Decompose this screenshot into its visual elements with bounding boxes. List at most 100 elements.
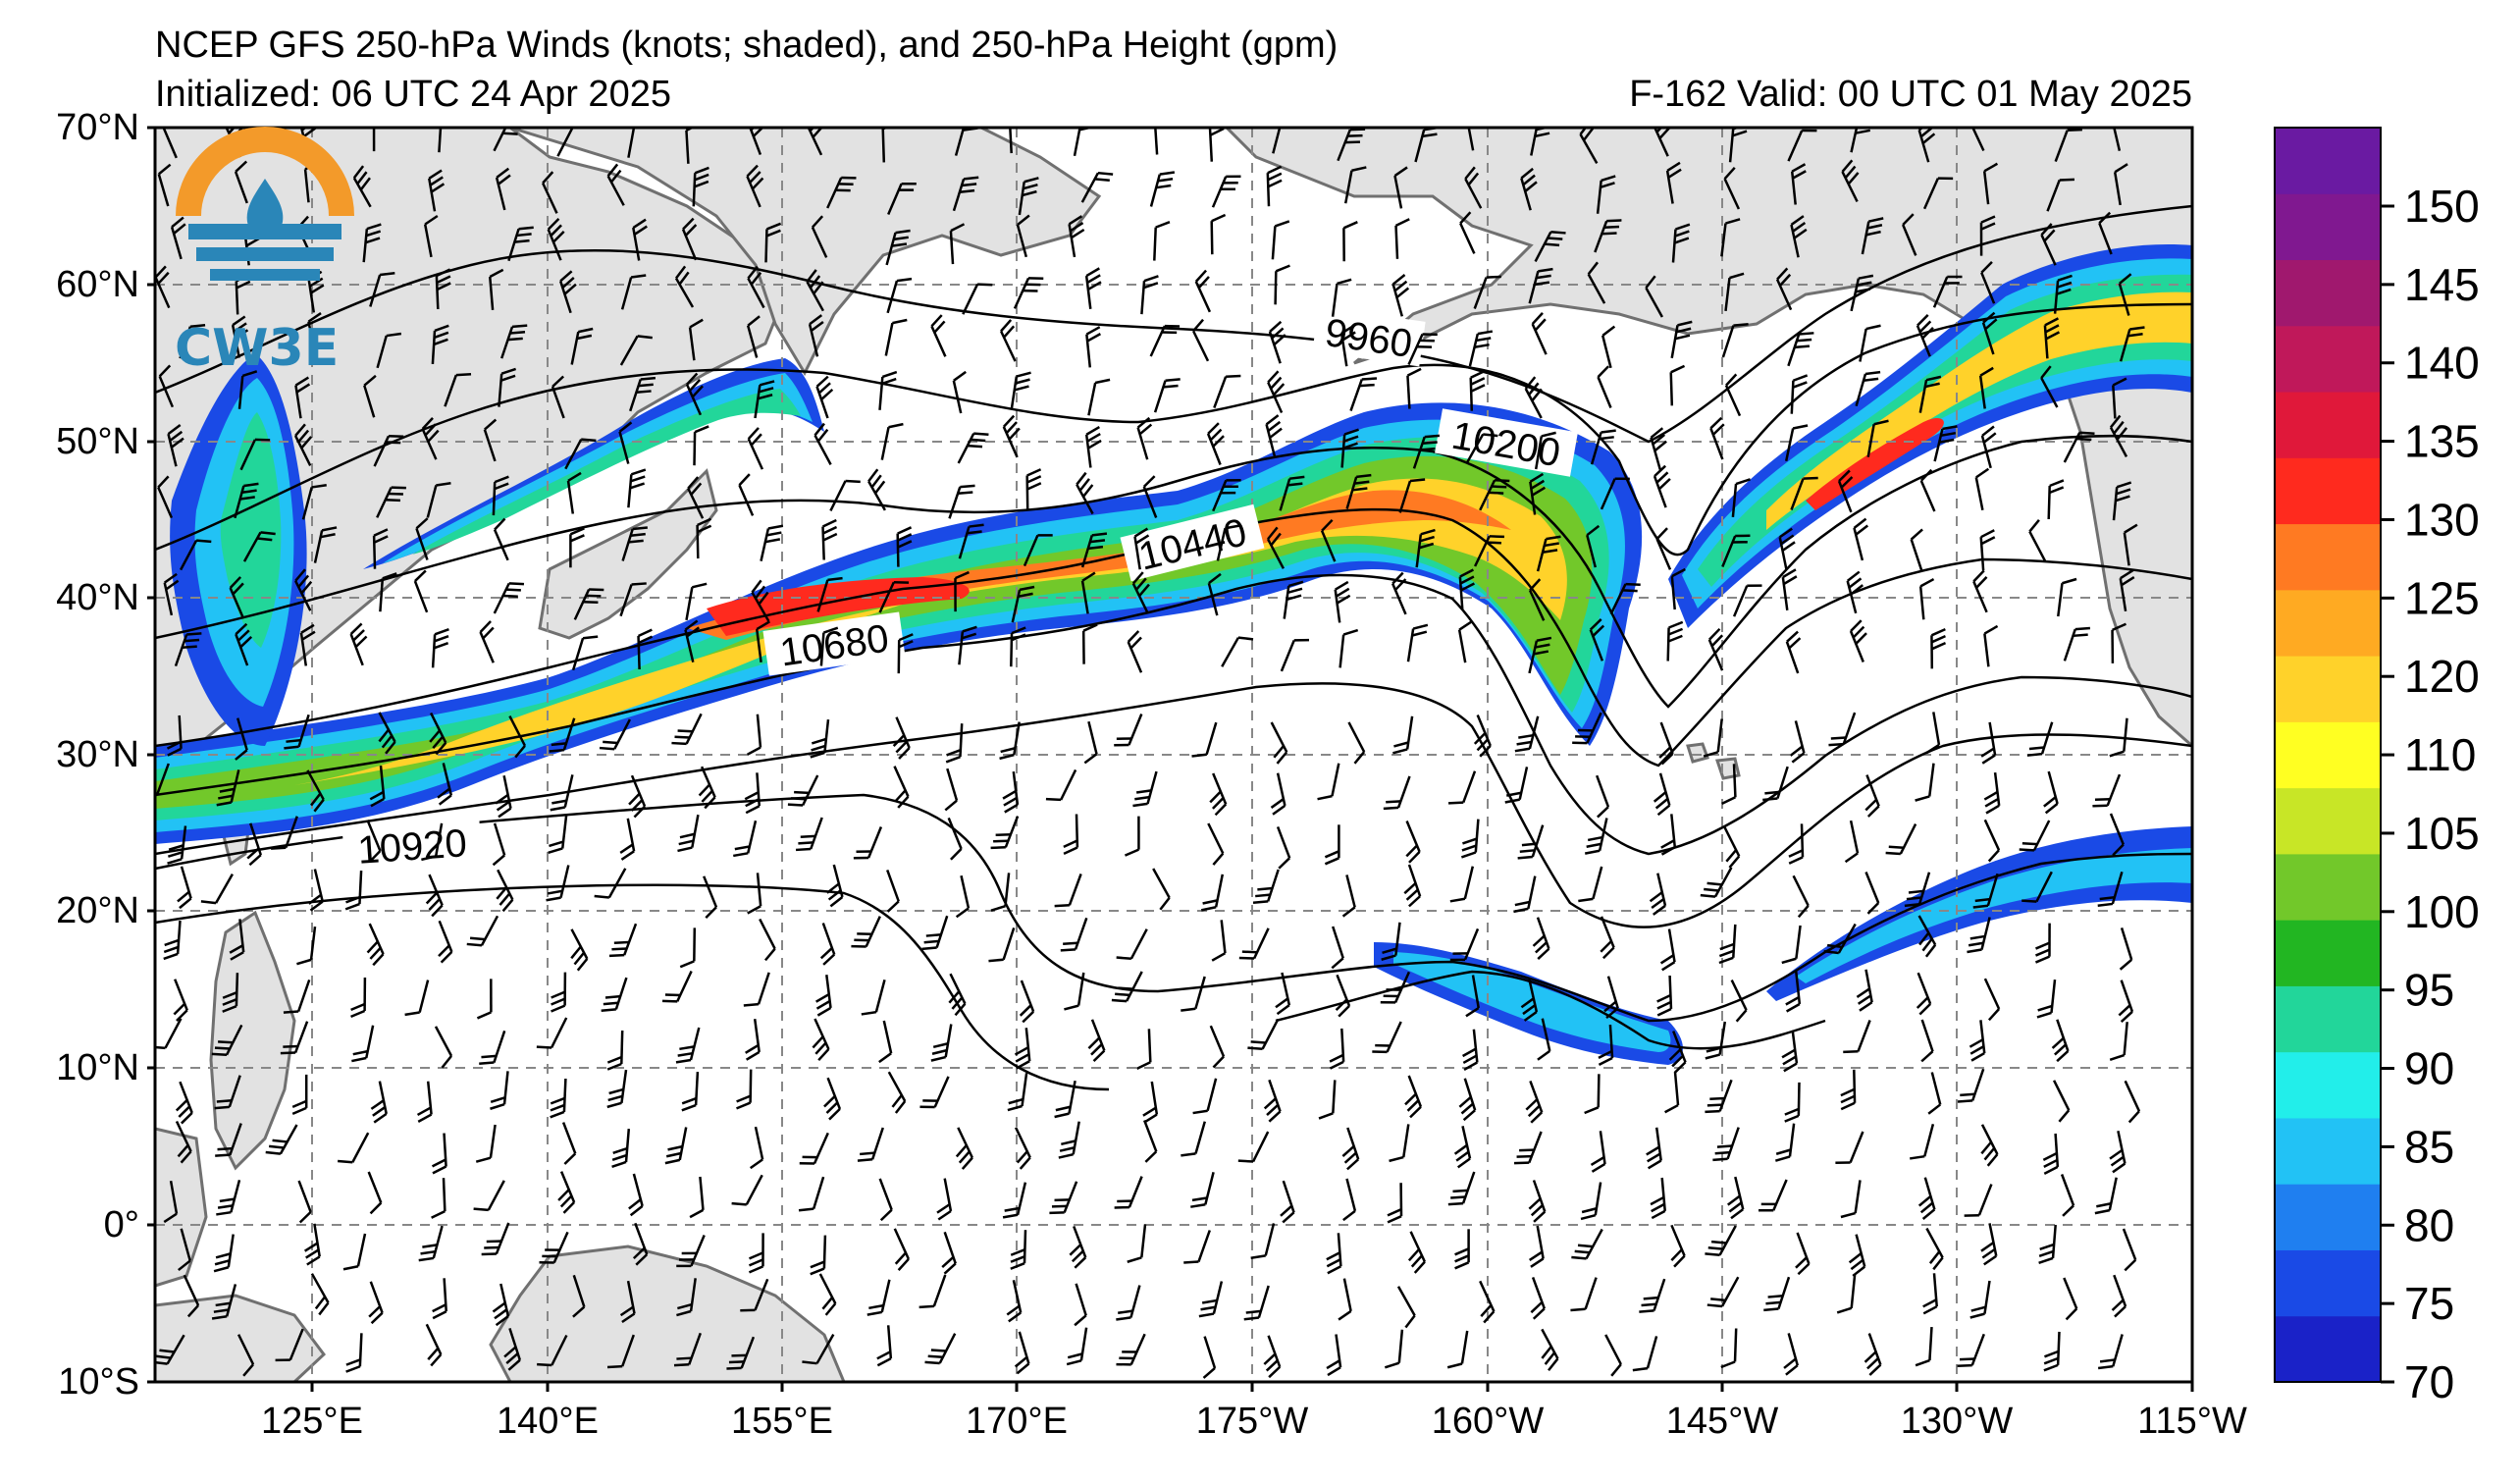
longitude-labels: 125°E 140°E 155°E 170°E 175°W 160°W 145°… bbox=[261, 1382, 2247, 1442]
wind-barb bbox=[736, 1069, 753, 1110]
wind-barb bbox=[703, 875, 718, 920]
wind-barb bbox=[955, 874, 971, 919]
wind-barb bbox=[2034, 923, 2051, 964]
wind-barb bbox=[492, 1283, 510, 1327]
wind-barb bbox=[878, 580, 910, 613]
wind-barb bbox=[1885, 823, 1917, 856]
wind-barb bbox=[627, 128, 636, 158]
wind-barb bbox=[1063, 814, 1079, 855]
wind-barb bbox=[1646, 1127, 1662, 1170]
colorbar-label: 120 bbox=[2404, 651, 2480, 702]
wind-barb bbox=[1405, 821, 1421, 864]
wind-barb bbox=[425, 1323, 443, 1367]
wind-barb bbox=[957, 432, 989, 464]
wind-barb bbox=[1023, 534, 1053, 567]
wind-barb bbox=[2054, 128, 2082, 163]
wind-barb bbox=[885, 229, 911, 266]
wind-barb bbox=[619, 818, 636, 861]
wind-barb bbox=[362, 223, 382, 263]
wind-barb bbox=[1266, 165, 1283, 207]
wind-barb bbox=[948, 484, 975, 519]
wind-barb bbox=[444, 372, 472, 407]
wind-barb bbox=[428, 169, 446, 212]
logo-text: CW3E bbox=[175, 319, 339, 378]
wind-barb bbox=[1458, 568, 1475, 610]
colorbar-swatch bbox=[2275, 325, 2381, 393]
wind-barb bbox=[167, 825, 187, 865]
wind-barb bbox=[1211, 175, 1241, 208]
wind-barb bbox=[1590, 1131, 1606, 1173]
wind-barb bbox=[1206, 422, 1225, 465]
wind-barb bbox=[1272, 128, 1284, 154]
wind-barb bbox=[426, 481, 451, 518]
wind-barb bbox=[1571, 1228, 1603, 1260]
contour-label-10920: 10920 bbox=[356, 821, 468, 873]
wind-barb bbox=[2112, 481, 2132, 521]
wind-barb bbox=[246, 822, 263, 867]
wind-barb bbox=[726, 1336, 756, 1370]
wind-barb bbox=[1917, 1177, 1936, 1220]
wind-barb bbox=[1081, 623, 1098, 664]
wind-barb bbox=[479, 1030, 506, 1066]
wind-barb bbox=[1116, 1333, 1146, 1366]
wind-barb bbox=[378, 712, 396, 755]
wind-barb bbox=[571, 635, 599, 671]
wind-barb bbox=[1792, 874, 1810, 919]
wind-barb bbox=[799, 1132, 829, 1165]
wind-barb bbox=[1468, 330, 1494, 367]
wind-barb bbox=[744, 772, 761, 815]
wind-barb bbox=[1930, 628, 1947, 669]
wind-barb bbox=[1326, 1233, 1342, 1275]
wind-barb bbox=[1087, 378, 1111, 416]
wind-barb bbox=[941, 1231, 957, 1275]
wind-barb bbox=[1788, 823, 1805, 865]
wind-barb bbox=[155, 1334, 185, 1365]
wind-barb bbox=[1707, 627, 1724, 671]
wind-barb bbox=[423, 214, 439, 258]
wind-barb bbox=[344, 871, 363, 911]
wind-barb bbox=[1670, 567, 1686, 610]
wind-barb bbox=[1116, 928, 1148, 961]
wind-barb bbox=[265, 1124, 298, 1155]
lon-label: 155°E bbox=[731, 1401, 833, 1442]
wind-barb bbox=[2063, 626, 2091, 662]
wind-barb bbox=[369, 765, 386, 808]
wind-barb bbox=[1730, 980, 1748, 1023]
wind-barb bbox=[1922, 177, 1954, 210]
wind-barb bbox=[1153, 221, 1171, 261]
wind-barb bbox=[619, 335, 653, 366]
wind-barb bbox=[1014, 1331, 1030, 1375]
wind-barb bbox=[1720, 218, 1741, 257]
wind-barb bbox=[887, 182, 917, 215]
wind-barb bbox=[1969, 1020, 1986, 1062]
wind-barb bbox=[815, 375, 834, 419]
wind-barb bbox=[1209, 772, 1228, 817]
wind-barb bbox=[1018, 177, 1039, 216]
wind-barb bbox=[818, 1273, 837, 1316]
wind-barb bbox=[1247, 1019, 1280, 1051]
wind-barb bbox=[476, 979, 493, 1020]
wind-barb bbox=[1111, 971, 1143, 1003]
wind-barb bbox=[1074, 1283, 1087, 1327]
wind-barb bbox=[1338, 1278, 1352, 1321]
wind-barb bbox=[1917, 915, 1937, 958]
wind-barb bbox=[1114, 1176, 1143, 1209]
wind-barb bbox=[432, 1278, 447, 1320]
valid-time: F-162 Valid: 00 UTC 01 May 2025 bbox=[1629, 74, 2192, 115]
wind-barb bbox=[671, 713, 703, 746]
wind-barb bbox=[435, 268, 451, 310]
wind-barb bbox=[2119, 326, 2145, 362]
wind-barb bbox=[1980, 1124, 1999, 1167]
wind-barb bbox=[924, 1333, 957, 1365]
wind-barb bbox=[431, 324, 449, 364]
wind-barb bbox=[1528, 578, 1546, 621]
wind-barb bbox=[1274, 264, 1290, 305]
wind-barb bbox=[1384, 1329, 1404, 1369]
wind-barb bbox=[1270, 721, 1288, 765]
wind-barb bbox=[745, 1019, 761, 1061]
wind-barb bbox=[1705, 1225, 1737, 1257]
wind-barb bbox=[155, 1018, 183, 1050]
wind-barb bbox=[798, 1176, 825, 1212]
wind-barb bbox=[955, 1127, 974, 1170]
wind-barb bbox=[1393, 166, 1408, 209]
